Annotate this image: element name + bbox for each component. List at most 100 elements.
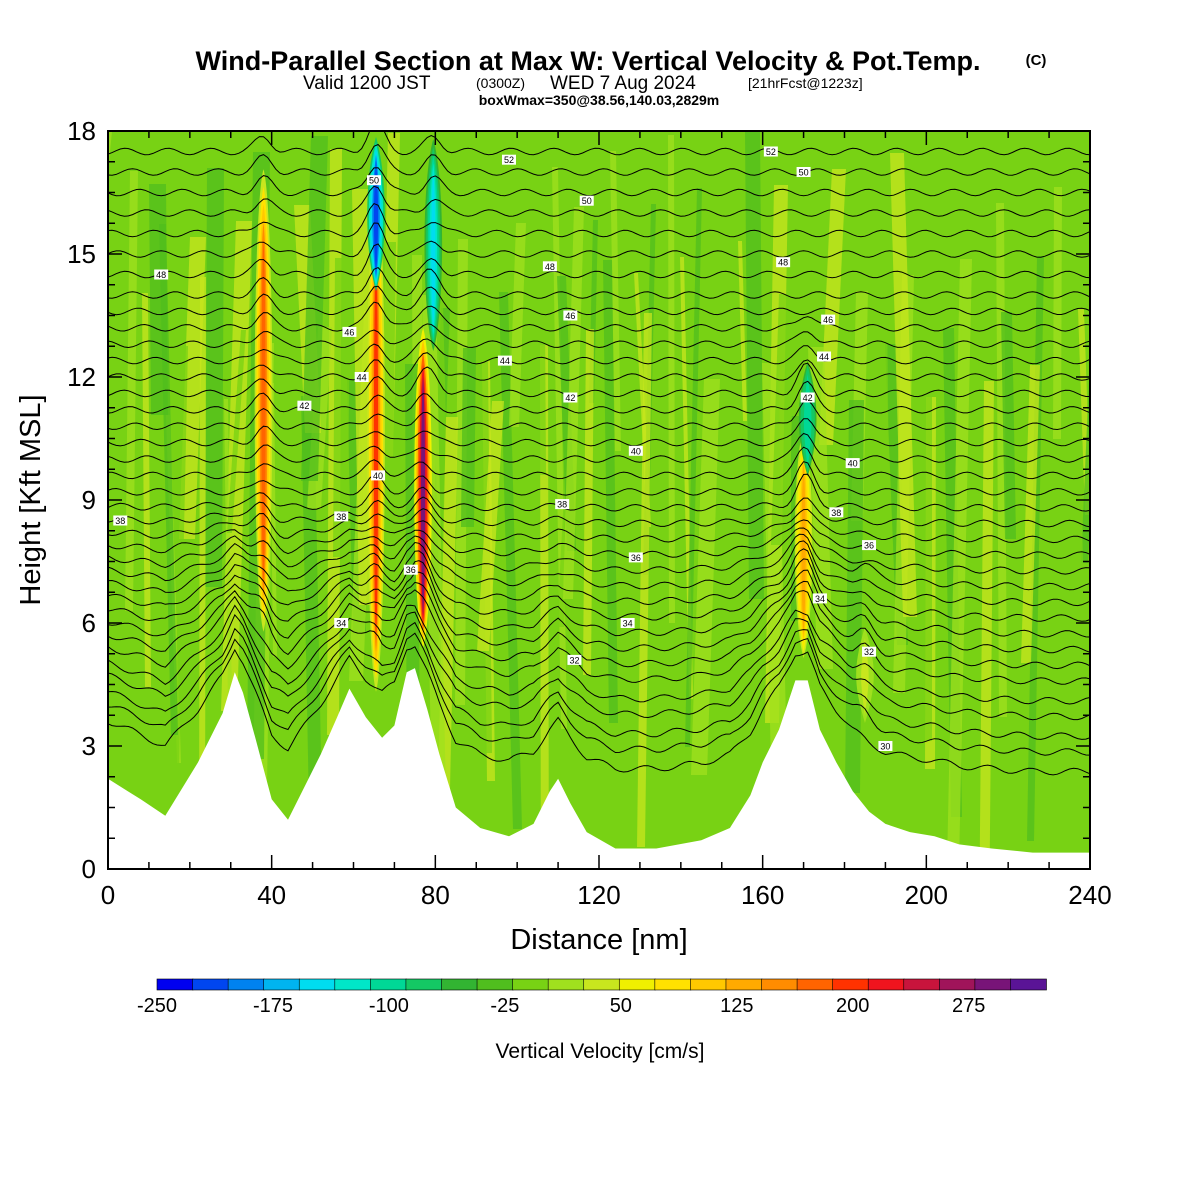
x-tick-label: 80 (421, 880, 450, 910)
theta-contour-line (108, 611, 1090, 721)
theta-contour-line (108, 496, 1090, 528)
velocity-stripe (610, 151, 621, 451)
svg-text:50: 50 (799, 168, 809, 178)
theta-contour-line (108, 285, 1090, 316)
x-tick-label: 240 (1068, 880, 1111, 910)
svg-text:38: 38 (557, 500, 567, 510)
svg-text:44: 44 (357, 373, 367, 383)
downdraft-core (373, 160, 379, 276)
velocity-stripe (205, 168, 224, 587)
colorbar-swatch (796, 978, 834, 991)
theta-contour-line (108, 519, 1090, 559)
copyright-mark: (C) (1026, 52, 1047, 69)
y-tick-label: 18 (67, 116, 96, 146)
velocity-stripe (668, 135, 675, 623)
colorbar-swatch (512, 978, 549, 991)
theta-contour-line (108, 167, 1090, 197)
velocity-stripe (277, 274, 294, 835)
x-axis-label: Distance [nm] (510, 924, 687, 956)
velocity-stripe (738, 241, 747, 421)
theta-contour-line (108, 202, 1090, 238)
colorbar-swatch (974, 978, 1012, 991)
velocity-stripe (919, 206, 932, 741)
velocity-stripe (533, 154, 546, 475)
velocity-stripe (499, 292, 522, 829)
colorbar-swatch (334, 978, 372, 991)
svg-text:42: 42 (803, 393, 813, 403)
svg-text:48: 48 (778, 258, 788, 268)
potential-temperature-contours (108, 131, 1090, 776)
y-tick-label: 0 (82, 854, 96, 884)
theta-contour-line (108, 527, 1090, 575)
velocity-stripe (477, 401, 504, 651)
colorbar-tick-label: 200 (836, 995, 869, 1017)
svg-text:44: 44 (819, 352, 829, 362)
theta-contour-labels: 30 32 32 34 34 34 36 36 36 38 38 38 38 40 40 40 42 42 42 44… (113, 146, 893, 752)
theta-label: 32 (567, 654, 582, 665)
theta-contour-line (108, 131, 1090, 156)
colorbar-tick-label: 125 (720, 995, 753, 1017)
theta-contour-line (108, 569, 1090, 654)
theta-contour-line (108, 548, 1090, 622)
theta-contour-line (108, 533, 1090, 591)
theta-label: 38 (829, 507, 844, 518)
colorbar: -250 -175 -100 -25 50 125 200 275 (137, 978, 1047, 1017)
colorbar-swatch (618, 978, 656, 991)
theta-label: 32 (862, 646, 877, 657)
svg-text:38: 38 (831, 508, 841, 518)
svg-text:48: 48 (156, 270, 166, 280)
y-axis-label: Height [Kft MSL] (15, 394, 47, 605)
theta-label: 40 (371, 470, 386, 481)
theta-label: 48 (776, 257, 791, 268)
theta-label: 36 (403, 564, 418, 575)
colorbar-tick-label: 275 (952, 995, 985, 1017)
theta-label: 42 (800, 392, 815, 403)
velocity-stripe (461, 348, 476, 527)
x-tick-label: 40 (257, 880, 286, 910)
velocity-stripe (637, 313, 652, 847)
downdraft-core (431, 171, 436, 330)
svg-text:50: 50 (369, 176, 379, 186)
velocity-stripe (1053, 187, 1062, 439)
forecast-hour-label: [21hrFcst@1223z] (748, 75, 863, 91)
theta-label: 46 (821, 314, 836, 325)
colorbar-swatch (547, 978, 585, 991)
theta-contour-line (108, 646, 1090, 776)
velocity-stripe (1013, 134, 1034, 315)
velocity-stripe (890, 153, 917, 617)
svg-text:46: 46 (344, 327, 354, 337)
svg-text:40: 40 (848, 459, 858, 469)
colorbar-swatch (832, 978, 870, 991)
theta-label: 34 (620, 618, 635, 629)
theta-label: 50 (579, 195, 594, 206)
theta-contour-line (108, 267, 1090, 299)
colorbar-swatch (192, 978, 229, 991)
svg-text:46: 46 (823, 315, 833, 325)
colorbar-swatch (867, 978, 905, 991)
theta-label: 48 (154, 269, 169, 280)
colorbar-swatch (725, 978, 763, 991)
theta-contour-line (108, 143, 1090, 176)
theta-contour-line (108, 380, 1090, 414)
svg-text:30: 30 (880, 742, 890, 752)
theta-contour-line (108, 399, 1090, 431)
colorbar-swatch (583, 978, 621, 991)
svg-text:34: 34 (623, 619, 633, 629)
terrain-mask (108, 668, 1090, 869)
theta-label: 48 (542, 261, 557, 272)
velocity-stripe (685, 188, 702, 747)
colorbar-swatch (939, 978, 976, 991)
velocity-stripe (1001, 312, 1016, 539)
theta-contour-line (108, 580, 1090, 670)
theta-contour-line (108, 301, 1090, 332)
velocity-stripe (947, 259, 972, 865)
theta-contour-line (108, 362, 1090, 398)
theta-label: 36 (628, 552, 643, 563)
theta-label: 34 (334, 618, 349, 629)
theta-label: 36 (862, 540, 877, 551)
updraft-core (373, 251, 379, 639)
svg-text:34: 34 (815, 594, 825, 604)
x-tick-label: 120 (577, 880, 620, 910)
x-tick-label: 160 (741, 880, 784, 910)
